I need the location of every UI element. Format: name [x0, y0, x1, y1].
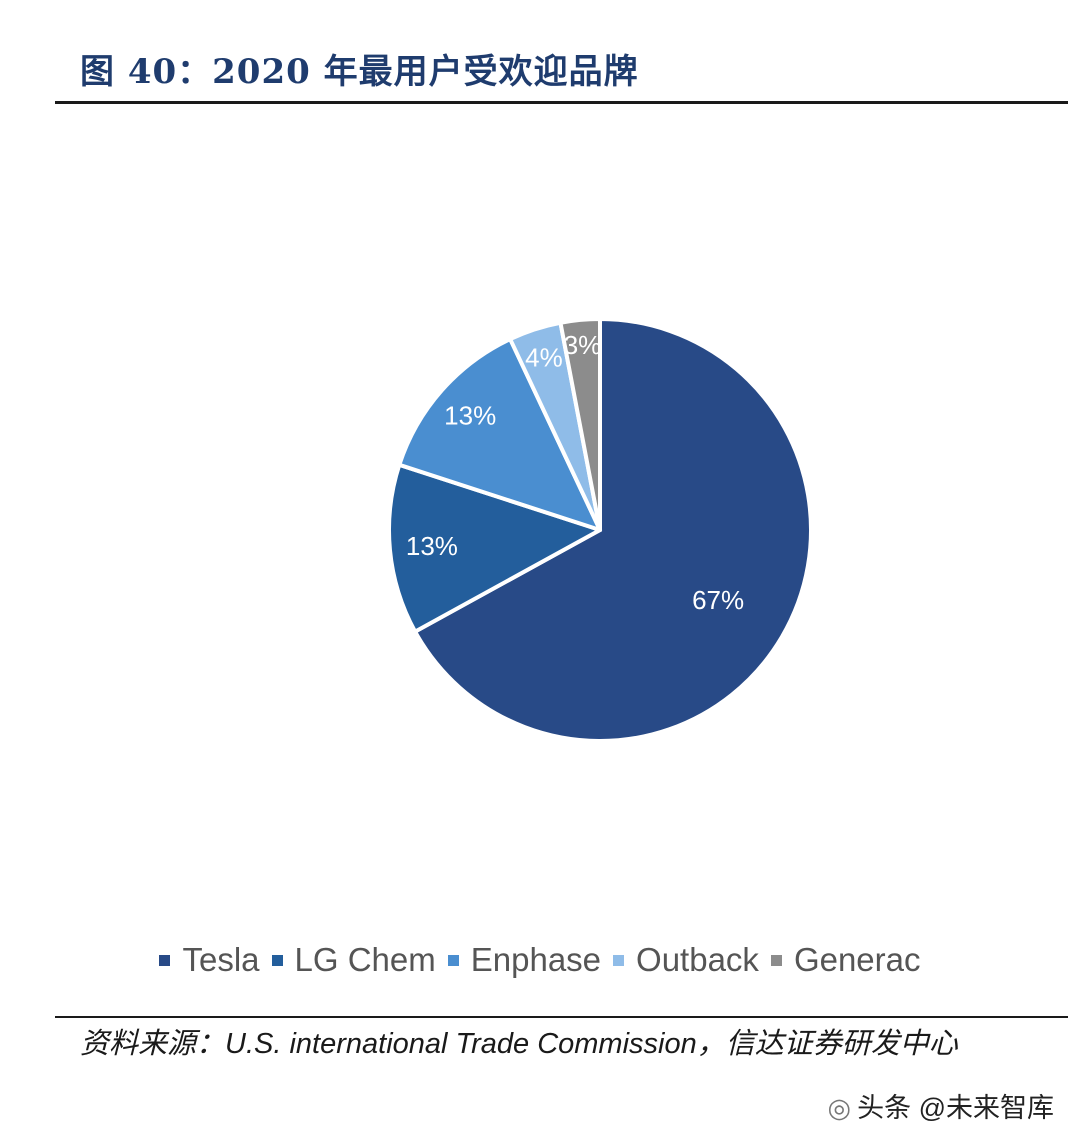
chart-legend: Tesla LG Chem Enphase Outback Generac	[0, 938, 1080, 982]
label-generac: 3%	[564, 330, 602, 360]
source-note: 资料来源：U.S. international Trade Commission…	[80, 1024, 1055, 1064]
source-text: U.S. international Trade Commission，信达证券…	[225, 1028, 958, 1060]
legend-label: Enphase	[470, 941, 602, 978]
pie-slices	[387, 317, 813, 743]
legend-label: Generac	[793, 941, 921, 978]
legend-item-tesla: Tesla	[159, 941, 260, 979]
legend-swatch	[770, 954, 782, 966]
wechat-bubble-icon: ◎	[827, 1093, 852, 1123]
slice-generac	[558, 317, 602, 532]
legend-label: Outback	[636, 941, 759, 978]
legend-swatch	[159, 954, 171, 966]
slice-enphase	[397, 337, 602, 532]
watermark: ◎ 头条 @未来智库	[828, 1086, 1054, 1125]
legend-swatch	[271, 954, 283, 966]
legend-swatch	[613, 954, 625, 966]
legend-item-enphase: Enphase	[447, 941, 602, 979]
source-divider	[55, 1016, 1068, 1018]
legend-label: LG Chem	[294, 941, 436, 978]
legend-swatch	[447, 954, 459, 966]
watermark-text: 头条 @未来智库	[857, 1093, 1054, 1123]
pie-labels: 67% 13% 13% 4% 3%	[406, 330, 744, 615]
legend-label: Tesla	[182, 941, 260, 978]
label-outback: 4%	[525, 342, 563, 372]
label-enphase: 13%	[444, 401, 496, 431]
legend-item-generac: Generac	[770, 941, 921, 979]
legend-item-outback: Outback	[613, 941, 759, 979]
label-tesla: 67%	[692, 585, 744, 615]
legend-item-lg-chem: LG Chem	[271, 941, 436, 979]
source-prefix: 资料来源：	[80, 1028, 226, 1060]
slice-lg-chem	[387, 462, 602, 634]
title-divider	[55, 101, 1068, 104]
slice-tesla	[413, 317, 813, 743]
label-lg-chem: 13%	[406, 531, 458, 561]
chart-title: 图 40：2020 年最用户受欢迎品牌	[80, 52, 639, 92]
